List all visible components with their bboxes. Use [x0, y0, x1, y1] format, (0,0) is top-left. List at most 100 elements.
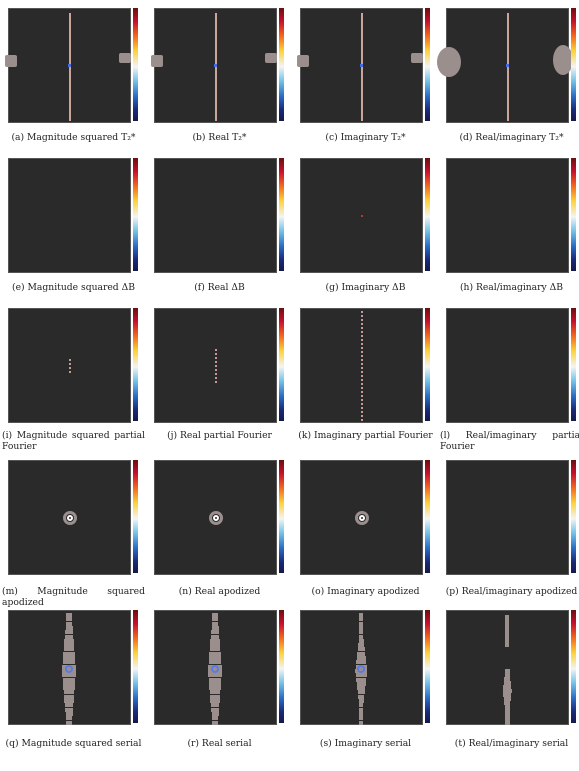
- serial-bar: [64, 699, 74, 703]
- subfigure-l: (l) Real/imaginary partial Fourier: [438, 308, 579, 456]
- edge-blob-left: [5, 55, 17, 67]
- pf-dot: [361, 351, 363, 353]
- caption-m: (m) Magnitude squared apodized: [2, 586, 145, 608]
- serial-bar: [63, 690, 75, 695]
- serial-bar: [356, 677, 366, 682]
- pf-dot: [69, 367, 71, 369]
- heatmap-plot: [300, 308, 423, 423]
- center-dot: [361, 215, 363, 217]
- serial-bar: [211, 625, 219, 630]
- apod-center: [359, 515, 365, 521]
- pf-dot: [361, 327, 363, 329]
- edge-blob-right: [411, 53, 423, 63]
- serial-bar: [65, 707, 73, 712]
- pf-dot: [215, 373, 217, 375]
- pf-dot: [361, 355, 363, 357]
- serial-bar: [64, 643, 74, 648]
- center-dot: [214, 64, 217, 67]
- pf-dot: [215, 353, 217, 355]
- caption-j: (j) Real partial Fourier: [167, 430, 272, 441]
- serial-bar: [63, 686, 75, 691]
- pf-dot: [69, 371, 71, 373]
- pf-dot: [361, 395, 363, 397]
- serial-bar: [505, 615, 509, 619]
- serial-bar: [357, 690, 365, 695]
- serial-bar: [209, 681, 221, 686]
- subfigure-c: (c) Imaginary T₂*: [292, 8, 432, 156]
- center-dot: [506, 64, 509, 67]
- colorbar: [133, 308, 138, 421]
- serial-bar: [503, 681, 511, 685]
- pf-dot: [215, 381, 217, 383]
- heatmap-plot: [446, 158, 569, 273]
- colorbar: [133, 158, 138, 271]
- serial-bar: [212, 617, 218, 622]
- serial-bar: [210, 699, 220, 703]
- pf-dot: [361, 367, 363, 369]
- serial-bar: [66, 613, 72, 617]
- caption-t: (t) Real/imaginary serial: [454, 738, 569, 749]
- colorbar: [133, 8, 138, 121]
- serial-bar: [63, 681, 75, 686]
- serial-bar: [66, 720, 72, 725]
- pf-dot: [361, 335, 363, 337]
- serial-bar: [504, 673, 510, 677]
- pf-dot: [361, 411, 363, 413]
- serial-bar: [505, 643, 509, 647]
- serial-bar: [210, 638, 220, 643]
- colorbar: [133, 610, 138, 723]
- serial-bar: [210, 643, 220, 648]
- serial-bar: [211, 707, 219, 712]
- caption-g: (g) Imaginary ΔB: [325, 282, 406, 293]
- pf-dot: [361, 347, 363, 349]
- serial-bar: [355, 673, 367, 678]
- subfigure-h: (h) Real/imaginary ΔB: [438, 158, 578, 306]
- pf-dot: [361, 311, 363, 313]
- edge-blob-left: [297, 55, 309, 67]
- pf-dot: [361, 323, 363, 325]
- pf-dot: [69, 363, 71, 365]
- serial-bar: [505, 627, 509, 631]
- edge-blob-right: [265, 53, 277, 63]
- serial-bar: [211, 621, 219, 626]
- colorbar: [571, 8, 576, 121]
- serial-bar: [504, 677, 510, 681]
- subfigure-a: (a) Magnitude squared T₂*: [0, 8, 140, 156]
- serial-bar: [65, 625, 73, 630]
- colorbar: [425, 610, 430, 723]
- pf-dot: [361, 371, 363, 373]
- colorbar: [425, 460, 430, 573]
- heatmap-plot: [5, 8, 131, 123]
- heatmap-plot: [300, 158, 423, 273]
- heatmap-plot: [154, 308, 277, 423]
- subfigure-e: (e) Magnitude squared ΔB: [0, 158, 140, 306]
- heatmap-plot: [8, 460, 131, 575]
- serial-bar: [209, 686, 221, 691]
- serial-bar: [66, 617, 72, 622]
- serial-bar: [65, 630, 73, 635]
- serial-bar: [357, 647, 365, 652]
- colorbar: [425, 158, 430, 271]
- subfigure-t: (t) Real/imaginary serial: [438, 610, 578, 758]
- serial-bar: [65, 716, 73, 721]
- apod-ring: [355, 511, 369, 525]
- serial-bar: [358, 694, 364, 699]
- pf-dot: [215, 357, 217, 359]
- serial-bar: [358, 643, 364, 648]
- serial-bar: [358, 699, 364, 703]
- center-line: [69, 13, 71, 121]
- pf-dot: [215, 377, 217, 379]
- subfigure-i: (i) Magnitude squared partial Fourier: [0, 308, 145, 456]
- heatmap-plot: [297, 8, 423, 123]
- caption-s: (s) Imaginary serial: [319, 738, 412, 749]
- pf-dot: [215, 349, 217, 351]
- subfigure-f: (f) Real ΔB: [146, 158, 286, 306]
- caption-f: (f) Real ΔB: [194, 282, 245, 293]
- pf-dot: [361, 339, 363, 341]
- apod-center: [67, 515, 73, 521]
- serial-center: [65, 665, 73, 673]
- caption-q: (q) Magnitude squared serial: [5, 738, 142, 749]
- caption-i: (i) Magnitude squared partial Fourier: [2, 430, 145, 452]
- pf-dot: [215, 361, 217, 363]
- caption-o: (o) Imaginary apodized: [311, 586, 420, 597]
